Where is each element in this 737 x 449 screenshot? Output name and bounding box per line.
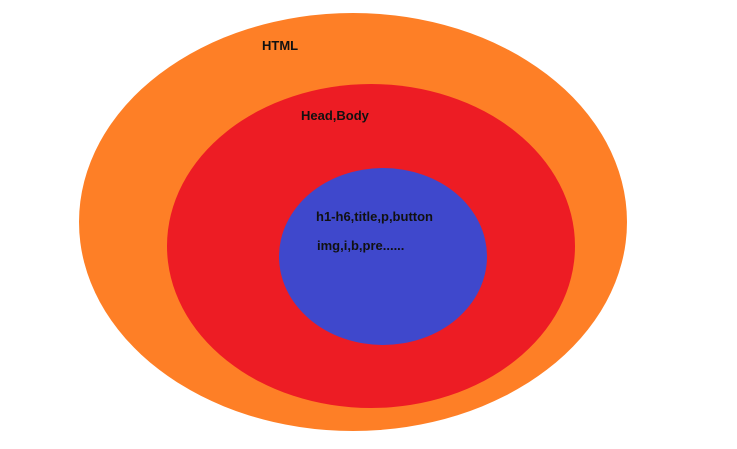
elements-label-line-2: img,i,b,pre......: [317, 238, 405, 253]
elements-ellipse: [279, 168, 487, 345]
head-body-label: Head,Body: [301, 108, 369, 123]
html-label: HTML: [262, 38, 299, 53]
elements-label-line-1: h1-h6,title,p,button: [316, 209, 433, 224]
